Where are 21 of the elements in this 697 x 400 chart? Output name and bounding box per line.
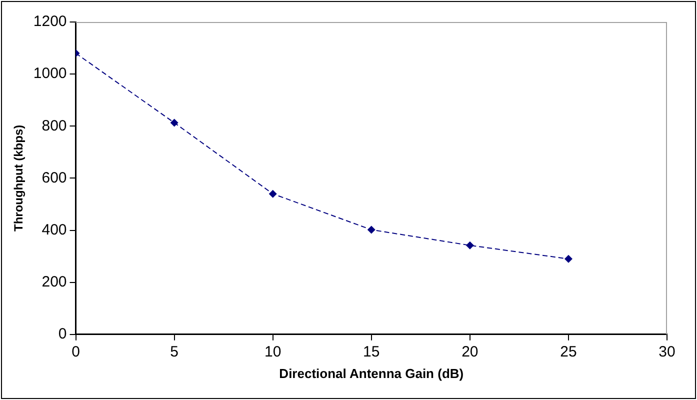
y-tick-label: 800 bbox=[42, 117, 67, 134]
point bbox=[268, 190, 277, 198]
x-tick-label: 20 bbox=[462, 344, 478, 361]
x-tick-label: 5 bbox=[170, 344, 178, 361]
y-tick-label: 200 bbox=[42, 273, 67, 290]
y-tick-label: 1200 bbox=[33, 13, 67, 30]
point bbox=[170, 118, 178, 127]
point bbox=[564, 254, 572, 263]
y-tick-label: 0 bbox=[58, 326, 67, 343]
x-axis-title: Directional Antenna Gain (dB) bbox=[279, 366, 464, 381]
point bbox=[367, 226, 376, 234]
y-axis-title: Throughput (kbps) bbox=[12, 124, 26, 232]
x-tick-label: 15 bbox=[363, 344, 380, 361]
x-tick-label: 0 bbox=[72, 344, 80, 361]
y-tick-label: 400 bbox=[42, 221, 67, 238]
x-tick-label: 25 bbox=[560, 344, 577, 361]
y-tick-label: 1000 bbox=[33, 65, 67, 82]
x-tick-label: 10 bbox=[264, 344, 282, 361]
point bbox=[466, 241, 474, 250]
y-tick-label: 600 bbox=[42, 169, 67, 186]
x-tick-label: 30 bbox=[658, 344, 676, 361]
